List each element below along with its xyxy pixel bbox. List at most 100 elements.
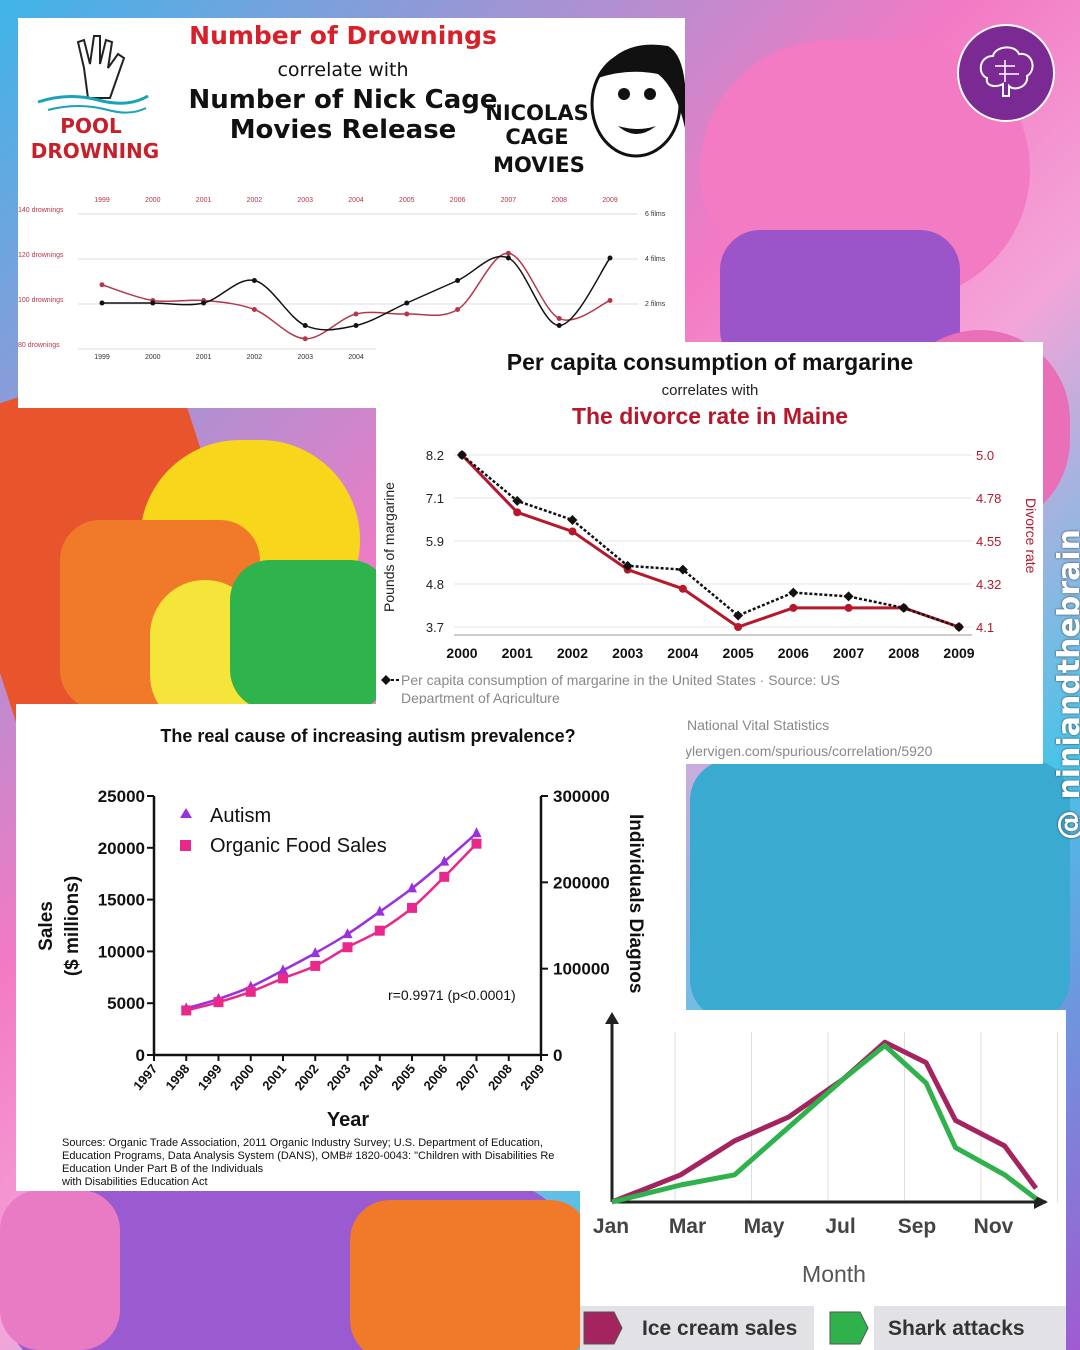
legend-organic-marker (180, 840, 191, 851)
legend-autism-marker (180, 808, 192, 818)
chart3-y-left-tick: 25000 (98, 787, 145, 806)
chart3-x-tick: 2008 (485, 1061, 515, 1093)
chart2-divorce-point (568, 527, 577, 536)
chart3-source-line2: Education Programs, Data Analysis System… (62, 1150, 554, 1162)
chart3-autism-point (471, 827, 482, 838)
chart3-x-tick: 2007 (453, 1061, 483, 1093)
chart1-films-point (455, 278, 461, 283)
chart3-x-tick: 1999 (195, 1061, 225, 1093)
chart2-margarine-point (733, 610, 744, 621)
badge-left-line1: POOL (60, 114, 122, 138)
chart4-y-axis-arrow (605, 1012, 619, 1024)
chart1-y-left-tick: 80 drownings (18, 342, 60, 349)
chart3-source-line4: with Disabilities Education Act (61, 1176, 208, 1188)
chart3-x-tick: 2001 (259, 1061, 289, 1093)
chart3-autism-point (342, 928, 353, 939)
margarine-chart-card: Per capita consumption of margarine corr… (376, 342, 1043, 764)
chart1-x-top-tick: 2009 (602, 197, 618, 204)
chart3-source-line3: Education Under Part B of the Individual… (62, 1163, 264, 1175)
chart2-y-left-tick: 4.8 (426, 577, 444, 592)
chart3-x-tick: 1997 (130, 1061, 160, 1093)
chart2-margarine-point (457, 450, 467, 460)
chart1-title: Number of Drownings (189, 21, 497, 50)
chart1-x-top-tick: 2001 (196, 197, 212, 204)
chart4-x-tick: Jul (825, 1215, 855, 1238)
chart3-organic-point (439, 871, 450, 882)
badge-right-line3: MOVIES (493, 153, 585, 177)
chart2-series-margarine-line (461, 454, 960, 629)
chart3-organic-point (213, 997, 224, 1008)
chart1-y-right-tick: 4 films (645, 256, 666, 263)
chart2-title2: The divorce rate in Maine (572, 403, 848, 429)
chart2-ylabel-left: Pounds of margarine (381, 482, 397, 612)
badge-right-line2: CAGE (505, 125, 568, 149)
chart3-organic-point (310, 960, 321, 971)
chart1-x-top-tick: 1999 (94, 197, 110, 204)
chart3-y-left-tick: 0 (136, 1046, 145, 1065)
chart3-organic-point (471, 838, 482, 849)
legend-shark-label: Shark attacks (888, 1317, 1025, 1340)
chart1-y-left-tick: 120 drownings (18, 252, 64, 259)
brain-logo (957, 24, 1055, 122)
chart2-x-tick: 2002 (557, 645, 588, 661)
chart2-margarine-point (843, 591, 854, 602)
chart3-organic-point (342, 942, 353, 953)
chart1-series-films-line (102, 255, 611, 331)
chart1-drownings-point (404, 311, 410, 317)
badge-left-line2: DROWNING (31, 139, 159, 163)
chart1-drownings-point (353, 311, 359, 317)
chart1-x-top-tick: 2002 (247, 197, 263, 204)
chart3-organic-point (374, 925, 385, 936)
chart2-x-tick: 2004 (667, 645, 698, 661)
chart4-x-axis-arrow (1034, 1195, 1048, 1209)
chart3-xlabel: Year (327, 1109, 369, 1131)
chart3-y-right-tick: 100000 (553, 960, 610, 979)
chart1-y-left-tick: 140 drownings (18, 207, 64, 214)
chart2-y-left-tick: 8.2 (426, 448, 444, 463)
chart1-title2-line2: Movies Release (230, 115, 457, 145)
chart4-series-icecream-line (611, 1039, 1039, 1205)
chart3-y-left-tick: 20000 (98, 839, 145, 858)
chart2-y-right-tick: 4.1 (976, 620, 994, 635)
chart3-organic-point (181, 1005, 192, 1016)
drowning-hand-icon (37, 35, 149, 114)
chart2-source-line1: Per capita consumption of margarine in t… (401, 672, 840, 688)
chart3-organic-point (245, 986, 256, 997)
chart3-y-right-tick: 200000 (553, 873, 610, 892)
chart3-organic-point (278, 973, 288, 984)
chart2-divorce-point (678, 584, 687, 593)
chart1-x-top-tick: 2005 (399, 197, 415, 204)
chart3-source-line1: Sources: Organic Trade Association, 2011… (62, 1137, 543, 1149)
chart1-x-bottom-tick: 2003 (297, 354, 313, 361)
chart2-ylabel-right: Divorce rate (1023, 498, 1039, 574)
chart1-drownings-point (556, 316, 562, 321)
chart3-autism-point (407, 882, 417, 893)
chart1-films-point (404, 300, 410, 306)
chart3-x-tick: 2006 (420, 1061, 450, 1093)
chart3-title: The real cause of increasing autism prev… (160, 726, 575, 746)
chart1-drownings-point (607, 298, 613, 303)
chart2-margarine-point (512, 495, 523, 506)
chart2-y-left-tick: 7.1 (426, 491, 444, 506)
chart1-x-bottom-tick: 2001 (196, 354, 212, 361)
chart4-series-shark-line (611, 1043, 1038, 1205)
chart3-autism-point (278, 964, 288, 975)
chart3-autism-point (310, 947, 321, 958)
chart1-x-top-tick: 2008 (551, 197, 567, 204)
instagram-handle: @ niniandthebrain (1052, 528, 1080, 840)
chart1-x-top-tick: 2000 (145, 197, 161, 204)
badge-right-line1: NICOLAS (485, 101, 588, 125)
chart3-x-tick: 2005 (388, 1061, 418, 1093)
chart1-films-point (150, 300, 156, 306)
chart2-x-tick: 2005 (723, 645, 754, 661)
chart1-x-bottom-tick: 2000 (145, 354, 161, 361)
chart3-ylabel-left-2: ($ millions) (62, 876, 83, 976)
chart3-autism-point (439, 855, 450, 866)
chart1-x-top-tick: 2006 (450, 197, 466, 204)
chart1-x-bottom-tick: 2004 (348, 354, 364, 361)
chart3-y-right-tick: 0 (553, 1046, 562, 1065)
chart2-y-left-tick: 5.9 (426, 534, 444, 549)
chart2-margarine-point (567, 514, 578, 525)
legend-icecream-swatch (583, 1311, 623, 1345)
chart2-legend-marker (381, 675, 391, 685)
